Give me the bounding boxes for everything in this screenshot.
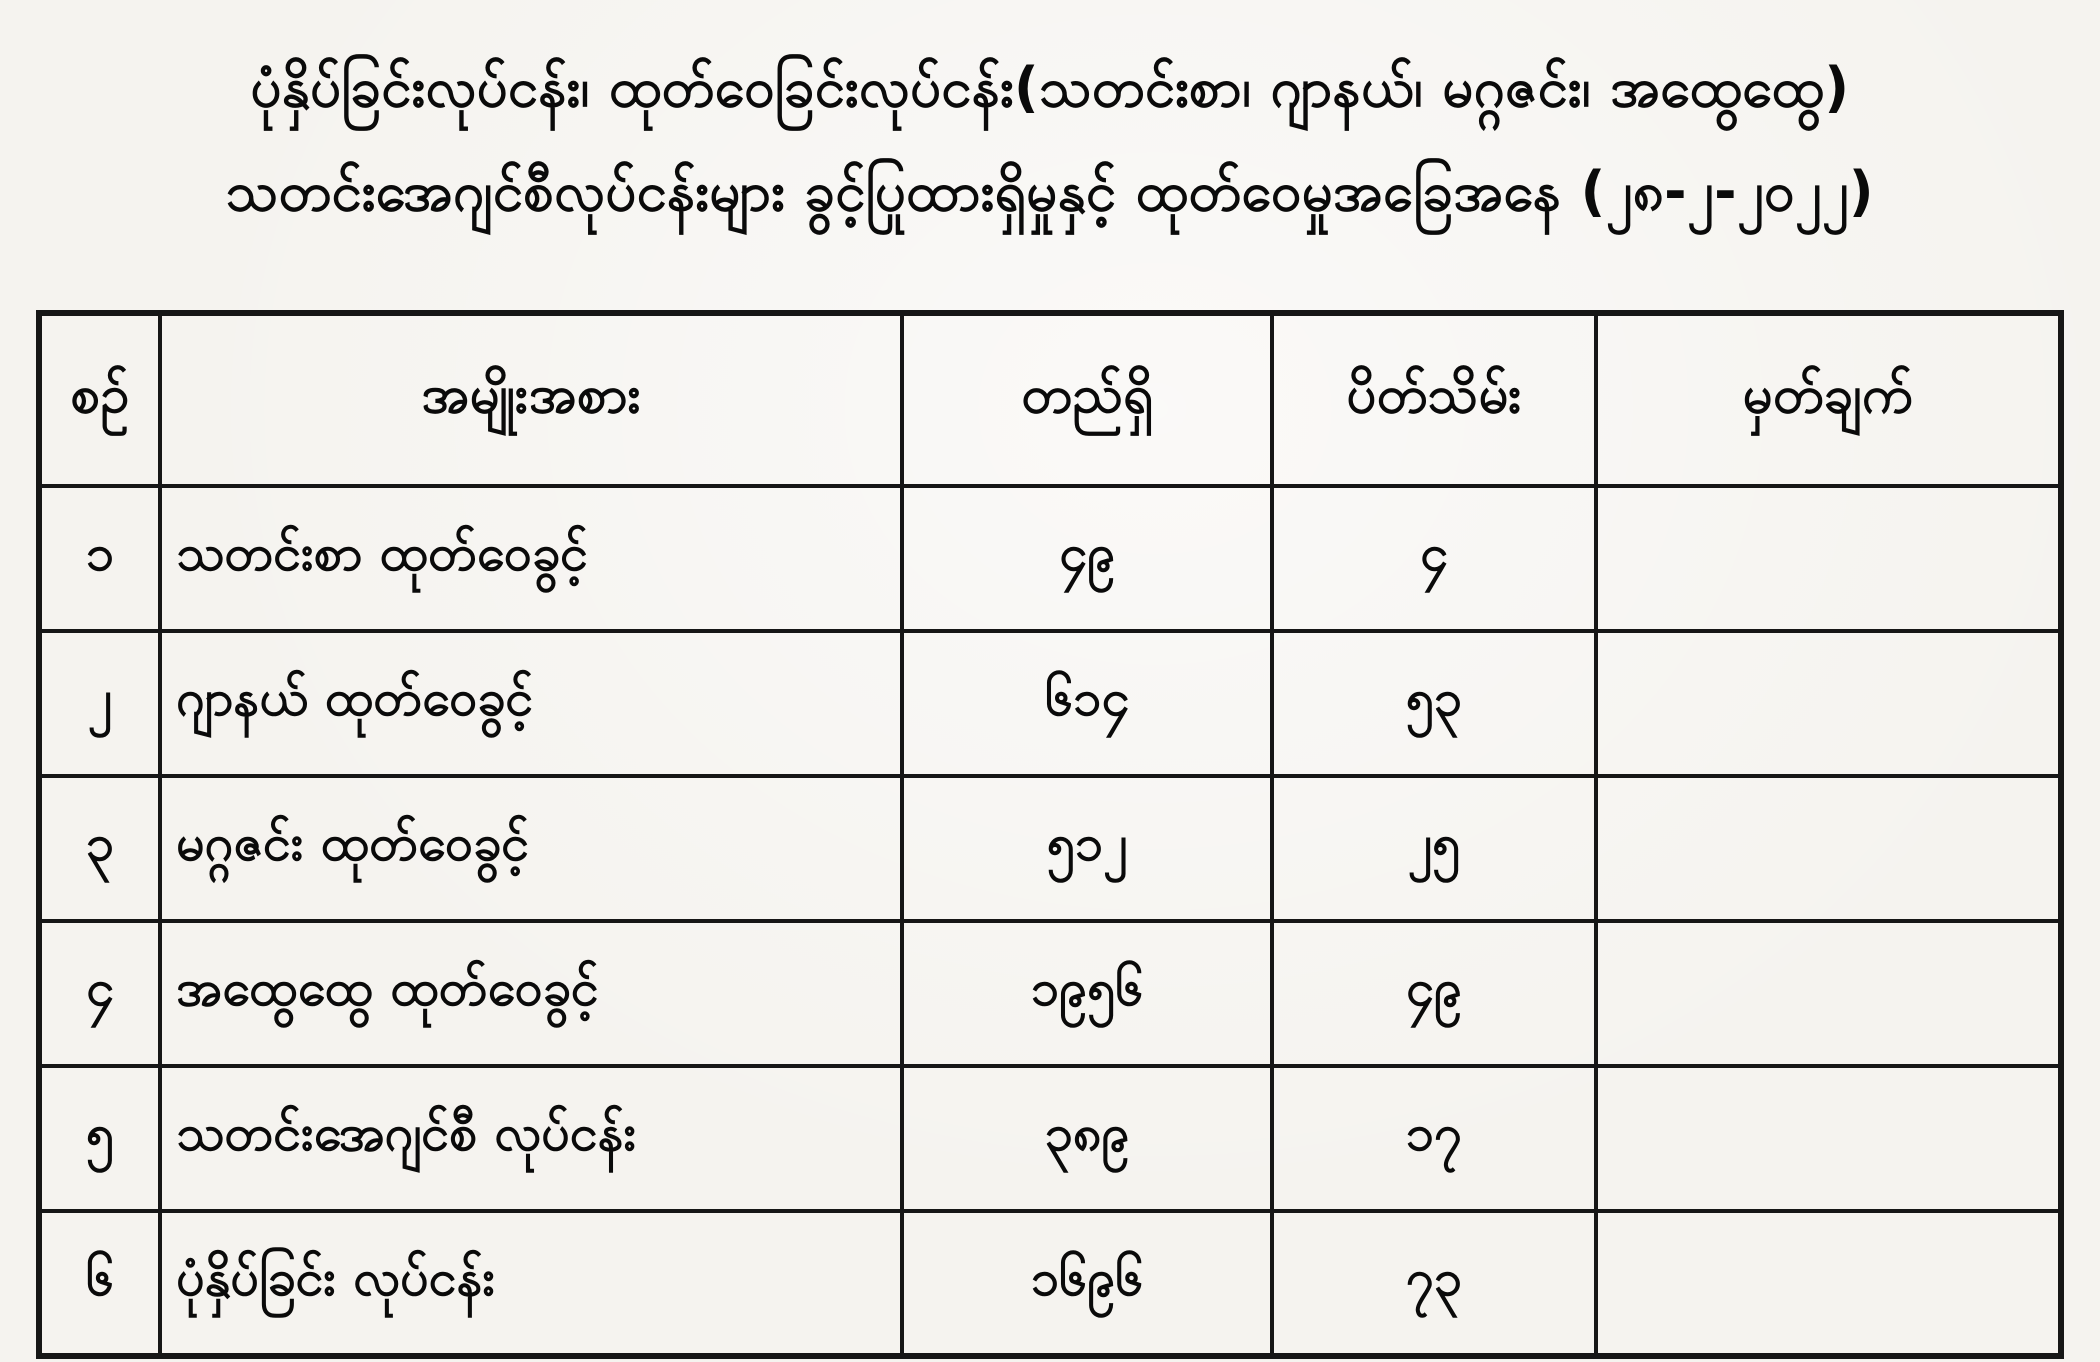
table-row: ၁ သတင်းစာ ထုတ်ဝေခွင့် ၄၉ ၄ [36, 484, 2064, 633]
cell-serial: ၁ [36, 484, 163, 633]
title-line-1: ပုံနှိပ်ခြင်းလုပ်ငန်း၊ ထုတ်ဝေခြင်းလုပ်ငန… [250, 56, 1850, 119]
table-row: ၆ ပုံနှိပ်ခြင်း လုပ်ငန်း ၁၆၉၆ ၇၃ [36, 1209, 2064, 1358]
header-serial: စဉ် [36, 311, 163, 488]
header-remark: မှတ်ချက် [1593, 311, 2064, 488]
cell-serial: ၃ [36, 774, 163, 923]
header-closed: ပိတ်သိမ်း [1270, 311, 1598, 488]
cell-remark [1593, 1209, 2064, 1358]
cell-serial: ၅ [36, 1064, 163, 1213]
cell-remark [1593, 484, 2064, 633]
cell-existing: ၅၁၂ [900, 774, 1275, 923]
cell-serial: ၄ [36, 919, 163, 1068]
cell-closed: ၄၉ [1270, 919, 1598, 1068]
cell-closed: ၇၃ [1270, 1209, 1598, 1358]
cell-category: ဂျာနယ် ထုတ်ဝေခွင့် [158, 629, 905, 778]
table-row: ၂ ဂျာနယ် ထုတ်ဝေခွင့် ၆၁၄ ၅၃ [36, 629, 2064, 778]
cell-category: သတင်းစာ ထုတ်ဝေခွင့် [158, 484, 905, 633]
cell-remark [1593, 919, 2064, 1068]
title-line-2: သတင်းအေဂျင်စီလုပ်ငန်းများ ခွင့်ပြုထားရှိ… [225, 159, 1875, 223]
header-existing: တည်ရှိ [900, 311, 1275, 488]
table-row: ၅ သတင်းအေဂျင်စီ လုပ်ငန်း ၃၈၉ ၁၇ [36, 1064, 2064, 1213]
table-row: ၄ အထွေထွေ ထုတ်ဝေခွင့် ၁၉၅၆ ၄၉ [36, 919, 2064, 1068]
licence-status-table: စဉ် အမျိုးအစား တည်ရှိ ပိတ်သိမ်း မှတ်ချက်… [36, 310, 2064, 1359]
cell-existing: ၄၉ [900, 484, 1275, 633]
table-row: ၃ မဂ္ဂဇင်း ထုတ်ဝေခွင့် ၅၁၂ ၂၅ [36, 774, 2064, 923]
cell-remark [1593, 1064, 2064, 1213]
cell-remark [1593, 629, 2064, 778]
cell-closed: ၁၇ [1270, 1064, 1598, 1213]
header-category: အမျိုးအစား [158, 311, 905, 488]
cell-closed: ၂၅ [1270, 774, 1598, 923]
cell-existing: ၁၆၉၆ [900, 1209, 1275, 1358]
cell-remark [1593, 774, 2064, 923]
cell-existing: ၆၁၄ [900, 629, 1275, 778]
cell-category: မဂ္ဂဇင်း ထုတ်ဝေခွင့် [158, 774, 905, 923]
cell-category: ပုံနှိပ်ခြင်း လုပ်ငန်း [158, 1209, 905, 1358]
cell-closed: ၅၃ [1270, 629, 1598, 778]
cell-serial: ၂ [36, 629, 163, 778]
cell-category: အထွေထွေ ထုတ်ဝေခွင့် [158, 919, 905, 1068]
table-header-row: စဉ် အမျိုးအစား တည်ရှိ ပိတ်သိမ်း မှတ်ချက် [36, 311, 2064, 488]
cell-existing: ၃၈၉ [900, 1064, 1275, 1213]
cell-serial: ၆ [36, 1209, 163, 1358]
cell-closed: ၄ [1270, 484, 1598, 633]
document-title: ပုံနှိပ်ခြင်းလုပ်ငန်း၊ ထုတ်ဝေခြင်းလုပ်ငန… [0, 0, 2100, 243]
cell-existing: ၁၉၅၆ [900, 919, 1275, 1068]
cell-category: သတင်းအေဂျင်စီ လုပ်ငန်း [158, 1064, 905, 1213]
